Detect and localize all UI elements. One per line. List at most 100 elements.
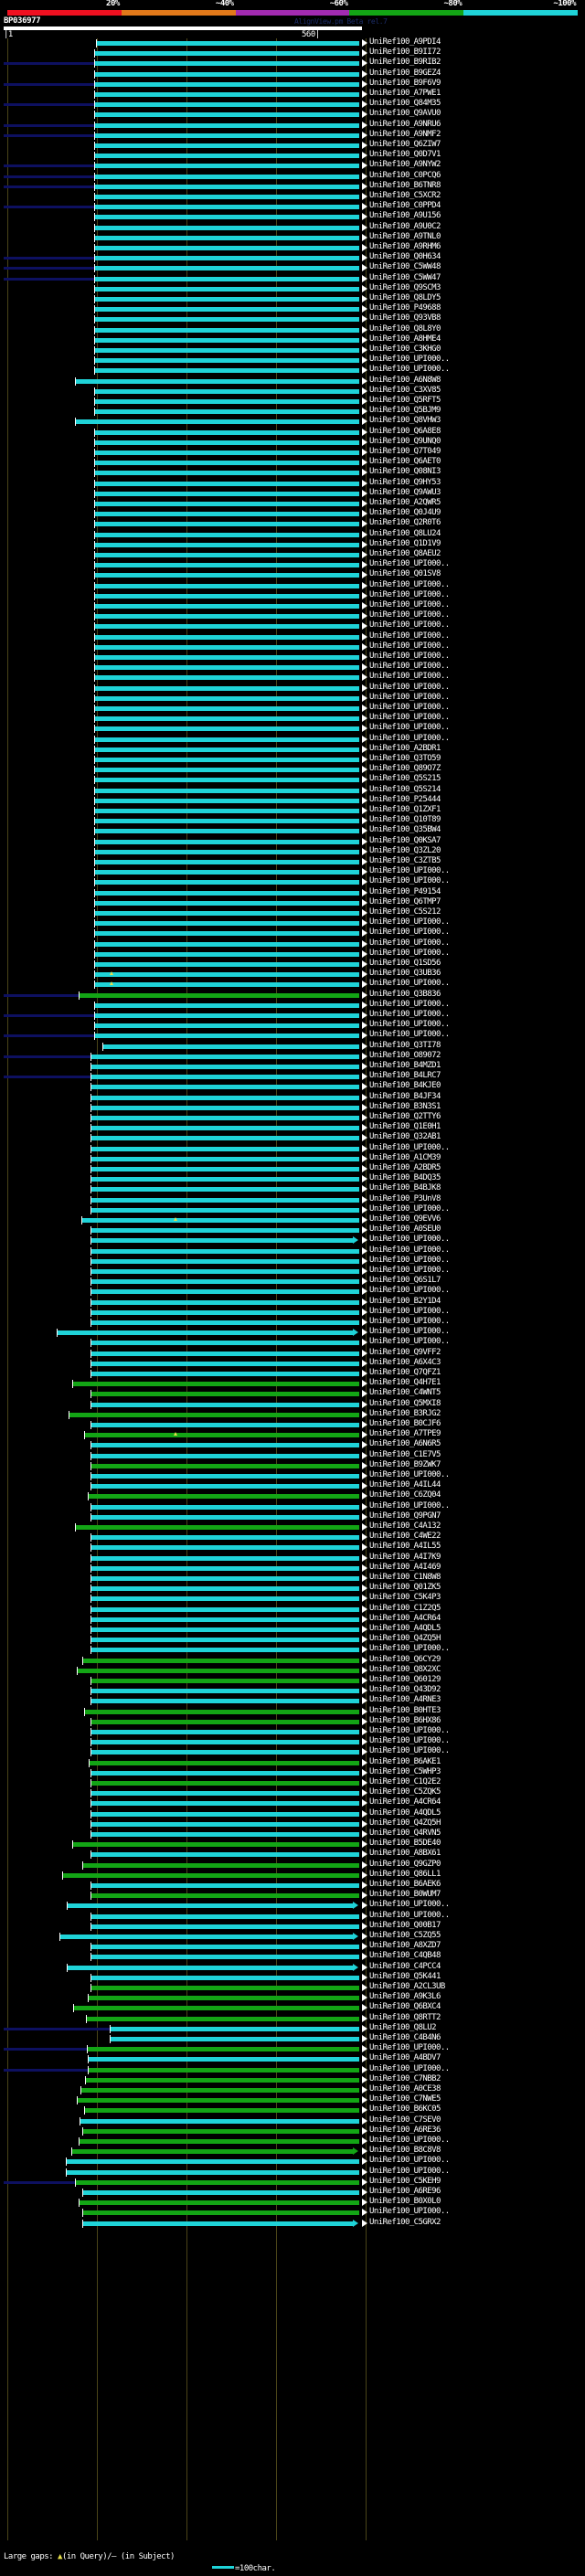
hit-label[interactable]: UniRef100_Q93VB8 [369, 313, 441, 323]
hsp-bar[interactable] [91, 1791, 359, 1797]
hit-label[interactable]: UniRef100_A2QWR5 [369, 498, 441, 507]
hit-label[interactable]: UniRef100_B9GEZ4 [369, 68, 441, 78]
hit-label[interactable]: UniRef100_C1Q2E2 [369, 1777, 441, 1786]
hit-row[interactable]: UniRef100_A4RNE3 [0, 1695, 585, 1706]
hsp-bar[interactable] [91, 1975, 359, 1980]
hit-row[interactable]: UniRef100_Q8X2XC [0, 1664, 585, 1676]
hsp-bar[interactable] [91, 1750, 359, 1755]
hit-label[interactable]: UniRef100_UPI000.. [369, 589, 450, 599]
hit-label[interactable]: UniRef100_UPI000.. [369, 641, 450, 651]
hit-row[interactable]: UniRef100_A9K3L6 [0, 1992, 585, 2003]
hsp-bar[interactable] [91, 1679, 359, 1683]
hsp-bar[interactable] [80, 2200, 359, 2206]
hsp-bar[interactable] [95, 583, 359, 588]
hit-row[interactable]: UniRef100_Q3TI78 [0, 1041, 585, 1052]
hit-label[interactable]: UniRef100_Q32AB1 [369, 1132, 441, 1142]
hit-row[interactable]: UniRef100_A6N6R5 [0, 1439, 585, 1450]
hit-row[interactable]: UniRef100_A4IL44 [0, 1480, 585, 1491]
hit-label[interactable]: UniRef100_UPI000.. [369, 1245, 450, 1255]
hit-label[interactable]: UniRef100_P25444 [369, 794, 441, 804]
hit-label[interactable]: UniRef100_A9NYW2 [369, 160, 441, 170]
hit-row[interactable]: UniRef100_A9NMF2 [0, 129, 585, 141]
hsp-bar[interactable] [95, 726, 359, 732]
hit-label[interactable]: UniRef100_A9U0C2 [369, 221, 441, 231]
hit-label[interactable]: UniRef100_Q7T049 [369, 447, 441, 456]
hit-label[interactable]: UniRef100_B4JF34 [369, 1091, 441, 1101]
hit-label[interactable]: UniRef100_UPI000.. [369, 692, 450, 702]
hit-label[interactable]: UniRef100_UPI000.. [369, 1266, 450, 1275]
hit-label[interactable]: UniRef100_UPI000.. [369, 1470, 450, 1479]
hsp-bar[interactable] [72, 2149, 353, 2155]
hit-row[interactable]: UniRef100_C4QB48 [0, 1951, 585, 1962]
hit-label[interactable]: UniRef100_P49688 [369, 303, 441, 313]
hsp-bar[interactable] [91, 1361, 359, 1366]
hit-label[interactable]: UniRef100_UPI000.. [369, 620, 450, 631]
hit-row[interactable]: UniRef100_A7TPE9 [0, 1429, 585, 1440]
hit-label[interactable]: UniRef100_C5KEH9 [369, 2176, 441, 2186]
hsp-bar[interactable] [91, 1586, 359, 1592]
hsp-bar[interactable] [83, 2128, 359, 2134]
hsp-bar[interactable] [95, 174, 359, 179]
hit-label[interactable]: UniRef100_C7NBB2 [369, 2073, 441, 2083]
hit-label[interactable]: UniRef100_UPI000.. [369, 1317, 450, 1326]
hit-row[interactable]: UniRef100_UPI000.. [0, 1235, 585, 1246]
hit-row[interactable]: UniRef100_Q35BW4 [0, 825, 585, 836]
hsp-bar[interactable] [95, 921, 359, 927]
hit-label[interactable]: UniRef100_A9NMF2 [369, 129, 441, 139]
hsp-bar[interactable] [91, 1085, 359, 1090]
hit-row[interactable]: UniRef100_C1Q2E2 [0, 1777, 585, 1788]
hsp-bar[interactable] [95, 593, 359, 599]
hit-label[interactable]: UniRef100_Q43D92 [369, 1685, 441, 1695]
hit-label[interactable]: UniRef100_UPI000.. [369, 1020, 450, 1030]
hsp-bar[interactable] [91, 1576, 359, 1581]
hit-row[interactable]: UniRef100_Q01SV8 [0, 569, 585, 580]
hit-label[interactable]: UniRef100_B9F6V9 [369, 78, 441, 88]
hit-row[interactable]: UniRef100_Q9GZP0 [0, 1860, 585, 1871]
hit-label[interactable]: UniRef100_C7SEV0 [369, 2115, 441, 2125]
hit-label[interactable]: UniRef100_C5S212 [369, 907, 441, 917]
hit-row[interactable]: UniRef100_Q4H7E1 [0, 1378, 585, 1389]
hit-label[interactable]: UniRef100_Q5K441 [369, 1971, 441, 1981]
hit-label[interactable]: UniRef100_Q9EVV6 [369, 1214, 441, 1224]
hsp-bar[interactable] [111, 2037, 359, 2041]
hit-label[interactable]: UniRef100_Q60129 [369, 1675, 441, 1684]
hit-row[interactable]: UniRef100_B3RJG2 [0, 1409, 585, 1420]
hsp-bar[interactable] [95, 51, 359, 57]
hit-row[interactable]: UniRef100_A1CM39 [0, 1153, 585, 1164]
hsp-bar[interactable] [76, 1525, 359, 1530]
hit-label[interactable]: UniRef100_A4I7K9 [369, 1552, 441, 1562]
hsp-bar[interactable] [73, 1842, 359, 1848]
hit-row[interactable]: UniRef100_UPI000.. [0, 559, 585, 570]
hit-label[interactable]: UniRef100_Q8X2XC [369, 1664, 441, 1674]
hit-label[interactable]: UniRef100_UPI000.. [369, 1306, 450, 1316]
hit-row[interactable]: UniRef100_Q3ZL20 [0, 846, 585, 857]
hit-label[interactable]: UniRef100_B6TNR8 [369, 180, 441, 190]
hit-label[interactable]: UniRef100_Q4H7E1 [369, 1378, 441, 1388]
hit-label[interactable]: UniRef100_C5ZQ55 [369, 1931, 441, 1940]
hit-row[interactable]: UniRef100_Q6A8E8 [0, 427, 585, 438]
hit-row[interactable]: UniRef100_Q89O7Z [0, 764, 585, 775]
hsp-bar[interactable] [95, 481, 359, 486]
hit-label[interactable]: UniRef100_Q10T89 [369, 815, 441, 825]
hit-label[interactable]: UniRef100_C3ZTB5 [369, 856, 441, 865]
hsp-bar[interactable] [91, 1504, 359, 1510]
hsp-bar[interactable] [95, 634, 359, 640]
hit-row[interactable]: UniRef100_Q3UB36 [0, 969, 585, 980]
hsp-bar[interactable] [95, 716, 359, 722]
hsp-bar[interactable] [95, 532, 359, 537]
hit-row[interactable]: UniRef100_Q8LDY5 [0, 293, 585, 304]
hit-row[interactable]: UniRef100_Q5K441 [0, 1971, 585, 1983]
hit-label[interactable]: UniRef100_C3XV85 [369, 385, 441, 395]
hit-label[interactable]: UniRef100_Q3TO59 [369, 754, 441, 763]
hit-row[interactable]: UniRef100_B0HTE3 [0, 1706, 585, 1717]
hit-row[interactable]: UniRef100_Q0H634 [0, 252, 585, 263]
hit-row[interactable]: UniRef100_O89072 [0, 1051, 585, 1062]
hit-label[interactable]: UniRef100_Q9HY53 [369, 477, 441, 487]
hit-label[interactable]: UniRef100_A9PDI4 [369, 37, 441, 47]
hsp-bar[interactable] [91, 1372, 359, 1376]
hit-label[interactable]: UniRef100_Q9PGN7 [369, 1511, 441, 1521]
hit-label[interactable]: UniRef100_UPI000.. [369, 1030, 450, 1040]
hit-label[interactable]: UniRef100_UPI000.. [369, 1910, 450, 1920]
hit-row[interactable]: UniRef100_C4A132 [0, 1521, 585, 1532]
hsp-bar[interactable] [91, 1740, 359, 1745]
